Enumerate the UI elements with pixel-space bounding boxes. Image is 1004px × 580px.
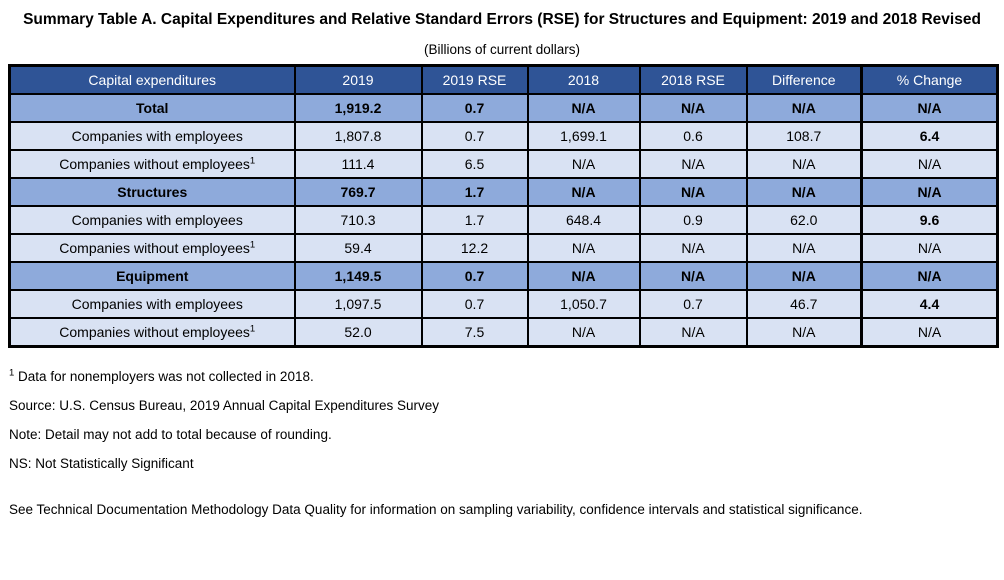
cell-difference: N/A (745, 149, 863, 179)
cell-change: 9.6 (860, 205, 999, 235)
cell-2019-rse: 0.7 (420, 289, 529, 319)
cell-2019: 1,919.2 (293, 93, 423, 123)
footnote-nonemployers: 1 Data for nonemployers was not collecte… (9, 367, 314, 384)
cell-2018: 648.4 (526, 205, 641, 235)
table-row-1-companies-with-employees: Companies with employees 1,807.8 0.7 1,699.… (8, 121, 999, 151)
row-label: Companies with employees (8, 121, 296, 151)
footnote-marker: 1 (249, 155, 256, 167)
table-row-0-total: Total 1,919.2 0.7 N/A N/A N/A N/A (8, 93, 999, 123)
cell-change: 4.4 (860, 289, 999, 319)
footnotes-section: 1 Data for nonemployers was not collecte… (9, 367, 1004, 524)
row-label: Companies without employees1 (8, 149, 296, 179)
cell-change: N/A (860, 177, 999, 207)
cell-2018: N/A (526, 177, 641, 207)
row-label: Companies without employees1 (8, 233, 296, 263)
cell-2019-rse: 0.7 (420, 261, 529, 291)
column-header-2018-rse: 2018 RSE (638, 64, 748, 95)
row-label: Structures (8, 177, 296, 207)
cell-2018: N/A (526, 233, 641, 263)
cell-2019: 59.4 (293, 233, 423, 263)
cell-difference: N/A (745, 261, 863, 291)
cell-2019-rse: 12.2 (420, 233, 529, 263)
table-row-2-companies-without-employees: Companies without employees1 111.4 6.5 N/A N… (8, 149, 999, 179)
cell-difference: N/A (745, 317, 863, 348)
cell-2018-rse: N/A (638, 149, 748, 179)
row-label: Companies with employees (8, 289, 296, 319)
header-row: Capital expenditures 2019 2019 RSE 2018 2018… (8, 64, 999, 95)
cell-2019: 769.7 (293, 177, 423, 207)
cell-2019: 1,097.5 (293, 289, 423, 319)
rounding-note: Note: Detail may not add to total becaus… (9, 427, 332, 442)
cell-2018-rse: N/A (638, 261, 748, 291)
column-header-capital-expenditures: Capital expenditures (8, 64, 296, 95)
cell-2018: N/A (526, 149, 641, 179)
table-row-4-companies-with-employees: Companies with employees 710.3 1.7 648.4 0.9… (8, 205, 999, 235)
cell-2019-rse: 6.5 (420, 149, 529, 179)
footnote-marker: 1 (249, 323, 256, 335)
table-units-subtitle: (Billions of current dollars) (423, 42, 581, 57)
table-row-8-companies-without-employees: Companies without employees1 52.0 7.5 N/A N/… (8, 317, 999, 348)
cell-2019: 111.4 (293, 149, 423, 179)
table-row-5-companies-without-employees: Companies without employees1 59.4 12.2 N/A N… (8, 233, 999, 263)
cell-2018-rse: N/A (638, 93, 748, 123)
cell-difference: 62.0 (745, 205, 863, 235)
cell-2018-rse: N/A (638, 233, 748, 263)
cell-2018: 1,050.7 (526, 289, 641, 319)
cell-2018-rse: N/A (638, 177, 748, 207)
cell-2018: N/A (526, 261, 641, 291)
column-header-2019: 2019 (293, 64, 423, 95)
row-label: Total (8, 93, 296, 123)
cell-change: N/A (860, 233, 999, 263)
cell-difference: 46.7 (745, 289, 863, 319)
cell-change: N/A (860, 149, 999, 179)
cell-difference: N/A (745, 233, 863, 263)
cell-2018-rse: 0.7 (638, 289, 748, 319)
cell-difference: 108.7 (745, 121, 863, 151)
cell-change: N/A (860, 93, 999, 123)
table-row-7-companies-with-employees: Companies with employees 1,097.5 0.7 1,050.… (8, 289, 999, 319)
cell-2018-rse: 0.6 (638, 121, 748, 151)
cell-2019-rse: 0.7 (420, 93, 529, 123)
cell-difference: N/A (745, 93, 863, 123)
ns-note: NS: Not Statistically Significant (9, 456, 194, 471)
row-label: Companies without employees1 (8, 317, 296, 348)
cell-change: N/A (860, 317, 999, 348)
table-title: Summary Table A. Capital Expenditures an… (23, 11, 981, 28)
column-header-2019-rse: 2019 RSE (420, 64, 529, 95)
column-header-2018: 2018 (526, 64, 641, 95)
cell-change: 6.4 (860, 121, 999, 151)
row-label: Companies with employees (8, 205, 296, 235)
cell-2019: 52.0 (293, 317, 423, 348)
footnote-marker: 1 (9, 367, 15, 379)
cell-2018: N/A (526, 93, 641, 123)
cell-2019: 1,149.5 (293, 261, 423, 291)
cell-2019: 1,807.8 (293, 121, 423, 151)
cell-difference: N/A (745, 177, 863, 207)
table-row-3-structures: Structures 769.7 1.7 N/A N/A N/A N/A (8, 177, 999, 207)
cell-2018: N/A (526, 317, 641, 348)
cell-change: N/A (860, 261, 999, 291)
methodology-note: See Technical Documentation Methodology … (9, 502, 863, 517)
table-body: Total 1,919.2 0.7 N/A N/A N/A N/A Companies wit… (8, 93, 999, 348)
cell-2018-rse: N/A (638, 317, 748, 348)
cell-2018: 1,699.1 (526, 121, 641, 151)
capital-expenditures-table: Capital expenditures 2019 2019 RSE 2018 2018… (8, 64, 999, 348)
cell-2018-rse: 0.9 (638, 205, 748, 235)
column-header-difference: Difference (745, 64, 863, 95)
footnote-marker: 1 (249, 239, 256, 251)
cell-2019-rse: 1.7 (420, 205, 529, 235)
cell-2019-rse: 1.7 (420, 177, 529, 207)
cell-2019-rse: 0.7 (420, 121, 529, 151)
cell-2019-rse: 7.5 (420, 317, 529, 348)
column-header-change: % Change (860, 64, 999, 95)
source-note: Source: U.S. Census Bureau, 2019 Annual … (9, 398, 440, 413)
cell-2019: 710.3 (293, 205, 423, 235)
row-label: Equipment (8, 261, 296, 291)
table-row-6-equipment: Equipment 1,149.5 0.7 N/A N/A N/A N/A (8, 261, 999, 291)
